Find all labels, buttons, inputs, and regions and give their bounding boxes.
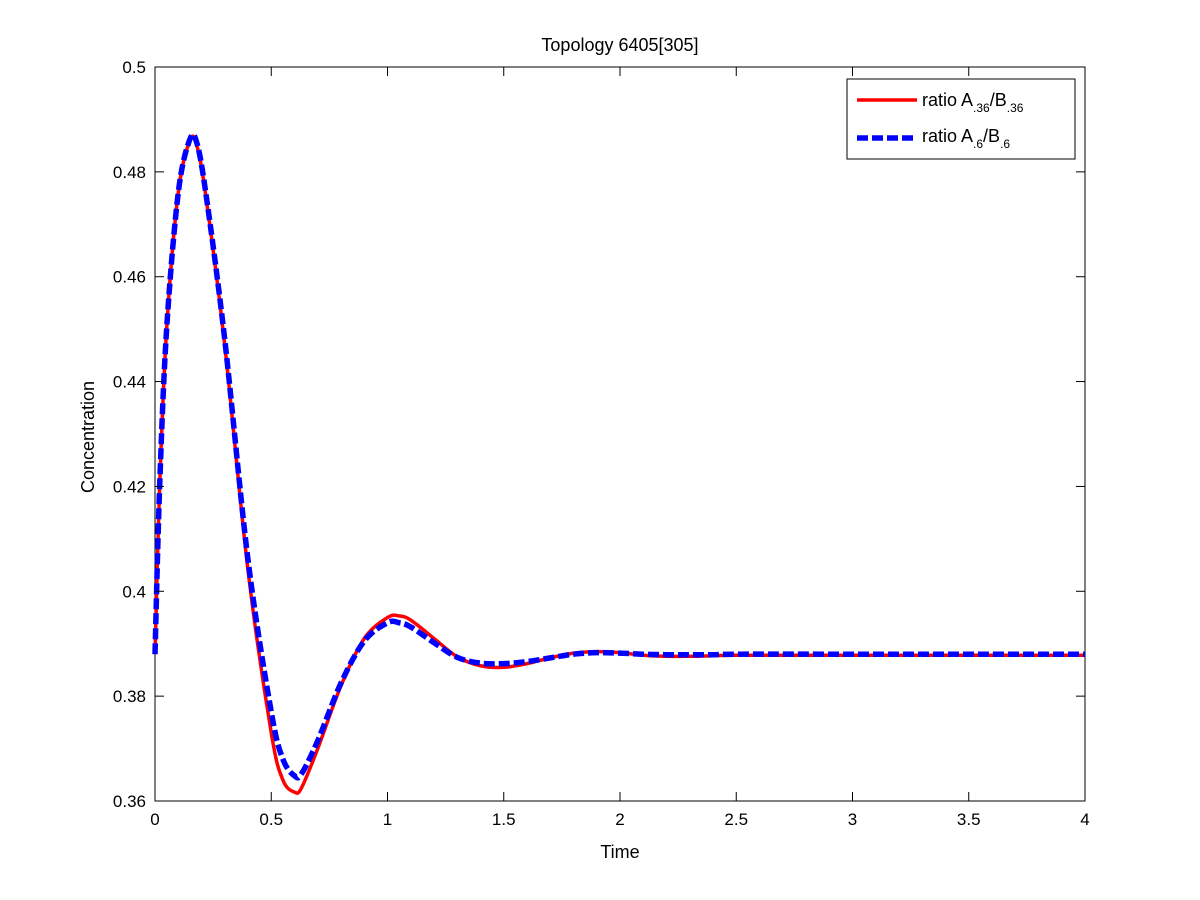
series-line-1 (153, 134, 1085, 795)
y-axis-ticks: 0.36 0.38 0.4 0.42 0.44 0.46 0.48 0.5 (113, 58, 1085, 811)
series-layer (152, 131, 1085, 795)
x-tick-label: 4 (1080, 810, 1089, 829)
y-axis-label: Concentration (78, 381, 98, 493)
y-tick-label: 0.42 (113, 477, 146, 496)
x-tick-label: 0 (150, 810, 159, 829)
y-tick-label: 0.48 (113, 163, 146, 182)
x-tick-label: 3.5 (957, 810, 981, 829)
y-tick-label: 0.46 (113, 268, 146, 287)
y-tick-label: 0.5 (122, 58, 146, 77)
plot-area (154, 66, 1086, 802)
y-tick-label: 0.4 (122, 582, 146, 601)
x-axis-ticks: 0 0.5 1 1.5 2 2.5 3 3.5 4 (150, 67, 1090, 829)
y-tick-label: 0.36 (113, 792, 146, 811)
legend-entry-2: ratio A.6/B.6 (922, 126, 1010, 151)
y-tick-label: 0.38 (113, 687, 146, 706)
x-tick-label: 3 (848, 810, 857, 829)
y-tick-label: 0.44 (113, 373, 146, 392)
x-tick-label: 1.5 (492, 810, 516, 829)
legend-entry-1: ratio A.36/B.36 (922, 90, 1024, 115)
x-tick-label: 0.5 (259, 810, 283, 829)
x-axis-label: Time (600, 842, 639, 862)
series-line-2 (152, 131, 1085, 781)
chart-title: Topology 6405[305] (541, 35, 698, 55)
legend-box (846, 78, 1076, 160)
x-tick-label: 2 (615, 810, 624, 829)
legend: ratio A.36/B.36 ratio A.6/B.6 (846, 78, 1076, 160)
x-tick-label: 1 (383, 810, 392, 829)
x-tick-label: 2.5 (724, 810, 748, 829)
